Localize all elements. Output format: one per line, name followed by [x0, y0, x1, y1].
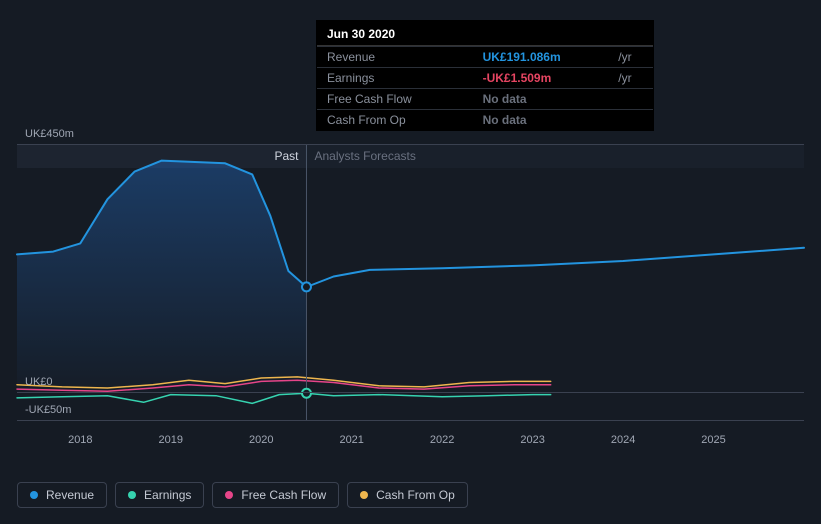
- x-axis-tick: 2023: [520, 434, 544, 446]
- legend-label: Free Cash Flow: [241, 488, 326, 502]
- gridline: [17, 392, 804, 393]
- legend-label: Earnings: [144, 488, 191, 502]
- tooltip-row-value: -UK£1.509m: [473, 68, 619, 89]
- tooltip-row-unit: [618, 110, 653, 131]
- chart-legend: Revenue Earnings Free Cash Flow Cash From O…: [17, 482, 468, 508]
- legend-dot-icon: [360, 491, 368, 499]
- y-axis-label: UK£0: [25, 376, 53, 388]
- legend-label: Cash From Op: [376, 488, 455, 502]
- legend-item-earnings[interactable]: Earnings: [115, 482, 204, 508]
- tooltip-row-label: Free Cash Flow: [317, 89, 473, 110]
- tooltip-table: RevenueUK£191.086m/yrEarnings-UK£1.509m/…: [317, 46, 653, 130]
- x-axis-tick: 2024: [611, 434, 635, 446]
- legend-dot-icon: [225, 491, 233, 499]
- y-axis-label: UK£450m: [25, 128, 74, 140]
- financials-chart[interactable]: Past Analysts Forecasts 2018201920202021…: [17, 120, 804, 420]
- x-axis-tick: 2022: [430, 434, 454, 446]
- tooltip-date: Jun 30 2020: [317, 21, 653, 46]
- tooltip-row: Free Cash FlowNo data: [317, 89, 653, 110]
- tooltip-row-label: Revenue: [317, 47, 473, 68]
- legend-dot-icon: [30, 491, 38, 499]
- tooltip-row-unit: [618, 89, 653, 110]
- tooltip-row: Earnings-UK£1.509m/yr: [317, 68, 653, 89]
- x-axis-tick: 2018: [68, 434, 92, 446]
- revenue-past-area: [17, 161, 306, 393]
- legend-item-revenue[interactable]: Revenue: [17, 482, 107, 508]
- legend-item-cfo[interactable]: Cash From Op: [347, 482, 468, 508]
- gridline: [17, 144, 804, 145]
- tooltip-row-unit: /yr: [618, 68, 653, 89]
- legend-item-fcf[interactable]: Free Cash Flow: [212, 482, 339, 508]
- tooltip-row-value: UK£191.086m: [473, 47, 619, 68]
- legend-label: Revenue: [46, 488, 94, 502]
- x-axis-tick: 2021: [339, 434, 363, 446]
- series-line-earnings: [17, 393, 551, 403]
- hover-tooltip: Jun 30 2020 RevenueUK£191.086m/yrEarning…: [316, 20, 654, 131]
- y-axis-label: -UK£50m: [25, 404, 71, 416]
- x-axis-tick: 2020: [249, 434, 273, 446]
- tooltip-row-label: Cash From Op: [317, 110, 473, 131]
- tooltip-row-unit: /yr: [618, 47, 653, 68]
- tooltip-row: RevenueUK£191.086m/yr: [317, 47, 653, 68]
- tooltip-row-label: Earnings: [317, 68, 473, 89]
- tooltip-row-value: No data: [473, 110, 619, 131]
- x-axis-tick: 2019: [159, 434, 183, 446]
- legend-dot-icon: [128, 491, 136, 499]
- tooltip-row-value: No data: [473, 89, 619, 110]
- gridline: [17, 420, 804, 421]
- x-axis-tick: 2025: [701, 434, 725, 446]
- tooltip-row: Cash From OpNo data: [317, 110, 653, 131]
- cursor-marker-revenue: [302, 282, 311, 291]
